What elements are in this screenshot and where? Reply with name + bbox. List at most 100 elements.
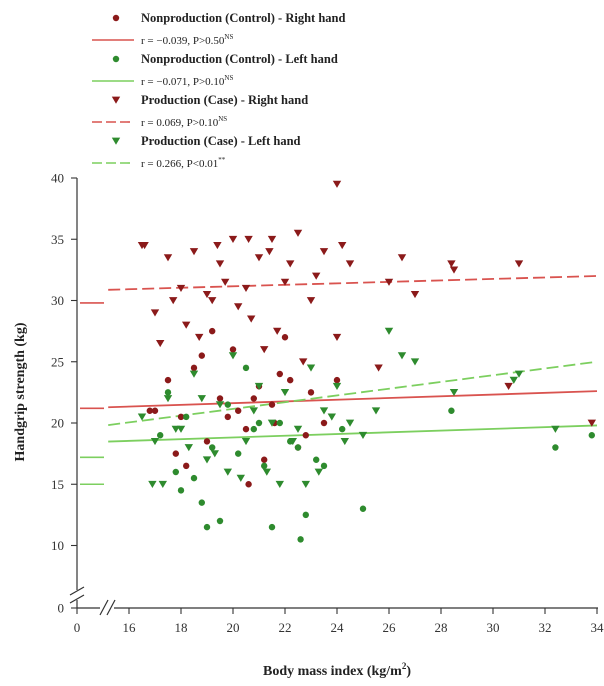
legend-label: Production (Case) - Left hand: [141, 134, 301, 148]
axes: 0 10 15 20 25 30 35 40 0 16 18 20 22 24 26 28 30 32 34 Body…: [13, 171, 604, 680]
data-point: [588, 432, 595, 439]
data-point: [235, 407, 242, 414]
x-tick-label: 18: [175, 620, 188, 635]
data-point: [164, 389, 172, 396]
y-tick-label: 15: [51, 477, 64, 492]
data-point: [183, 413, 190, 421]
data-point: [190, 364, 198, 372]
data-point: [301, 480, 310, 489]
y-tick-label: 0: [58, 601, 65, 616]
legend-label: Nonproduction (Control) - Right hand: [141, 11, 345, 25]
data-point: [267, 419, 277, 427]
data-point: [449, 389, 459, 397]
data-point: [267, 235, 277, 244]
legend-stat: r = −0.039, P>0.50NS: [141, 33, 233, 47]
data-point: [163, 395, 173, 403]
data-point: [146, 407, 153, 414]
data-point: [157, 432, 164, 439]
data-point: [587, 419, 596, 427]
data-point: [254, 254, 264, 262]
legend-stat-significance: NS: [224, 33, 233, 41]
data-point: [448, 407, 455, 414]
x-tick-label: 26: [383, 620, 397, 635]
legend-marker: [111, 137, 121, 145]
trend-line: [108, 390, 598, 409]
data-point: [172, 468, 179, 476]
data-point: [293, 425, 303, 433]
data-point: [150, 309, 160, 317]
x-tick-label: 28: [435, 620, 448, 635]
y-axis-break-mark: [69, 594, 85, 604]
data-point: [228, 235, 238, 244]
data-point: [327, 413, 336, 421]
data-point: [359, 505, 367, 512]
data-point: [209, 327, 216, 335]
data-point: [247, 315, 256, 323]
y-tick-label: 10: [51, 538, 64, 553]
data-point: [287, 376, 294, 384]
data-point: [210, 450, 219, 458]
data-point: [202, 291, 212, 299]
data-point: [223, 468, 232, 476]
y-tick-label: 30: [51, 293, 64, 308]
x-tick-label: 20: [227, 620, 240, 635]
data-point: [447, 260, 456, 268]
plot-area: [80, 180, 598, 543]
data-point: [345, 260, 355, 268]
data-point: [190, 474, 198, 482]
legend-marker: [112, 14, 120, 22]
data-point: [314, 468, 323, 476]
data-point: [151, 407, 159, 414]
data-point: [313, 456, 320, 463]
data-point: [265, 248, 274, 256]
data-point: [345, 419, 355, 427]
data-point: [261, 456, 268, 463]
data-point: [320, 419, 328, 427]
x-tick-label: 16: [123, 620, 137, 635]
data-point: [319, 248, 329, 256]
data-point: [177, 487, 185, 494]
data-point: [202, 456, 212, 464]
y-tick-label: 25: [51, 354, 64, 369]
data-point: [332, 333, 342, 342]
data-point: [137, 413, 147, 421]
data-point: [371, 407, 381, 415]
data-point: [229, 346, 237, 353]
legend-stat: r = −0.071, P>0.10NS: [141, 74, 233, 88]
data-point: [208, 297, 217, 305]
data-point: [244, 235, 253, 244]
data-point: [504, 382, 513, 391]
legend-marker: [111, 96, 121, 104]
data-point: [224, 413, 231, 421]
data-point: [306, 364, 316, 372]
data-point: [250, 425, 257, 433]
data-point: [262, 468, 271, 476]
x-tick-label: 34: [591, 620, 604, 635]
data-point: [224, 401, 231, 408]
legend-label: Production (Case) - Right hand: [141, 93, 308, 107]
trend-line: [108, 360, 598, 426]
data-point: [509, 376, 518, 384]
legend-stat-significance: NS: [218, 115, 227, 123]
y-tick-label: 20: [51, 416, 64, 431]
x-axis-break-mark: [99, 599, 109, 616]
data-point: [299, 358, 308, 366]
data-point: [410, 291, 420, 299]
data-point: [242, 425, 250, 433]
data-point: [198, 499, 205, 506]
data-point: [169, 297, 178, 305]
x-axis-break-mark: [106, 599, 116, 616]
data-point: [182, 321, 191, 329]
data-point: [276, 419, 283, 427]
data-point: [551, 425, 560, 433]
data-point: [216, 395, 224, 402]
x-tick-label: 30: [487, 620, 500, 635]
data-point: [255, 419, 263, 427]
data-point: [228, 352, 238, 360]
data-point: [384, 278, 394, 286]
trend-line: [108, 424, 598, 443]
data-point: [384, 327, 394, 335]
data-point: [552, 444, 559, 451]
data-point: [215, 401, 225, 409]
data-point: [221, 278, 230, 286]
